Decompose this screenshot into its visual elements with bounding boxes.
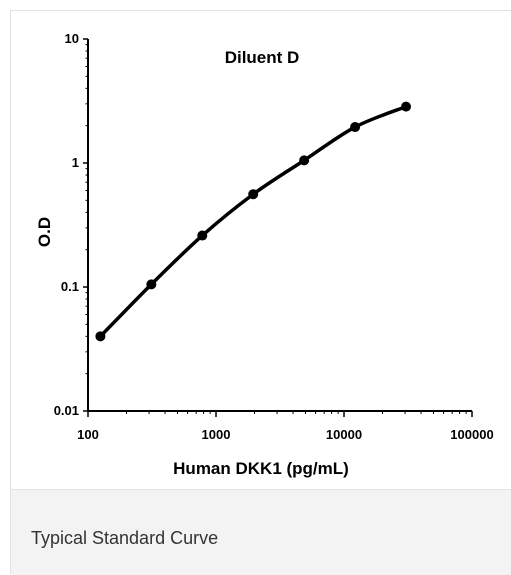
data-point (197, 230, 208, 241)
data-point (146, 279, 157, 290)
chart-figure: 0.01 0.1 1 10 100 1000 10000 100000 Diluent D H… (11, 11, 511, 489)
y-tick-label: 0.1 (61, 279, 79, 294)
x-axis-label: Human DKK1 (pg/mL) (173, 459, 349, 478)
data-point (248, 189, 259, 200)
data-point (350, 122, 361, 133)
figure-caption: Typical Standard Curve (31, 528, 219, 548)
standard-curve-chart: 0.01 0.1 1 10 100 1000 10000 100000 Diluent D H… (35, 31, 494, 478)
x-tick-label: 10000 (326, 427, 362, 442)
series-line (98, 104, 408, 339)
y-axis-label: O.D (35, 217, 54, 247)
series (95, 101, 412, 342)
data-point (299, 155, 310, 166)
axes (87, 39, 472, 412)
y-tick-label: 10 (65, 31, 79, 46)
chart-title: Diluent D (225, 48, 300, 67)
y-tick-label: 1 (72, 155, 79, 170)
data-point (95, 331, 106, 342)
ticks: 0.01 0.1 1 10 100 1000 10000 100000 (54, 31, 494, 442)
x-tick-label: 100000 (450, 427, 493, 442)
y-tick-label: 0.01 (54, 403, 79, 418)
data-point (401, 101, 412, 112)
x-tick-label: 1000 (202, 427, 231, 442)
caption-bar: Typical Standard Curve (11, 489, 511, 575)
x-tick-label: 100 (77, 427, 99, 442)
figure-card: 0.01 0.1 1 10 100 1000 10000 100000 Diluent D H… (10, 10, 511, 575)
